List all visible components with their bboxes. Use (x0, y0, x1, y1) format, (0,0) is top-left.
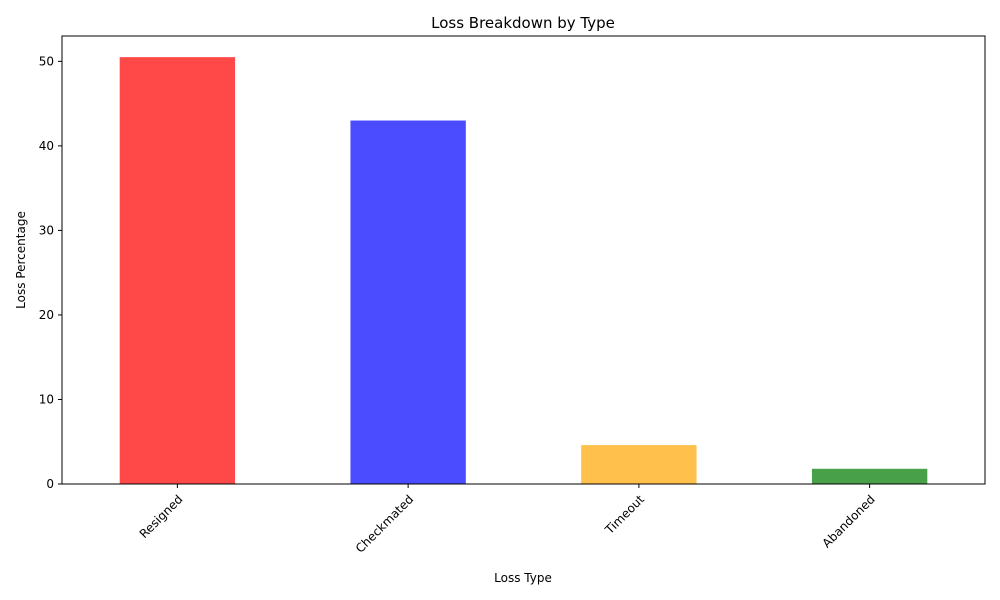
y-tick-label: 10 (39, 392, 54, 406)
plot-area: 0 10 20 30 40 50 Resigned Checkmated Timeout Aban… (39, 54, 928, 556)
bar-resigned (119, 57, 236, 484)
bar-timeout (581, 445, 697, 484)
x-axis-label: Loss Type (494, 571, 552, 585)
y-tick-label: 0 (46, 477, 54, 491)
x-tick-label-resigned: Resigned (137, 492, 186, 541)
chart-title: Loss Breakdown by Type (431, 14, 615, 32)
bar-abandoned (811, 468, 928, 484)
y-tick-label: 40 (39, 139, 54, 153)
y-tick-label: 50 (39, 54, 54, 68)
bar-checkmated (350, 120, 466, 484)
x-tick-label-timeout: Timeout (602, 492, 647, 537)
y-axis-label: Loss Percentage (14, 211, 28, 309)
x-tick-label-checkmated: Checkmated (353, 492, 416, 555)
y-tick-label: 30 (39, 223, 54, 237)
x-tick-label-abandoned: Abandoned (820, 492, 878, 550)
y-tick-label: 20 (39, 308, 54, 322)
plot-frame (61, 35, 986, 485)
